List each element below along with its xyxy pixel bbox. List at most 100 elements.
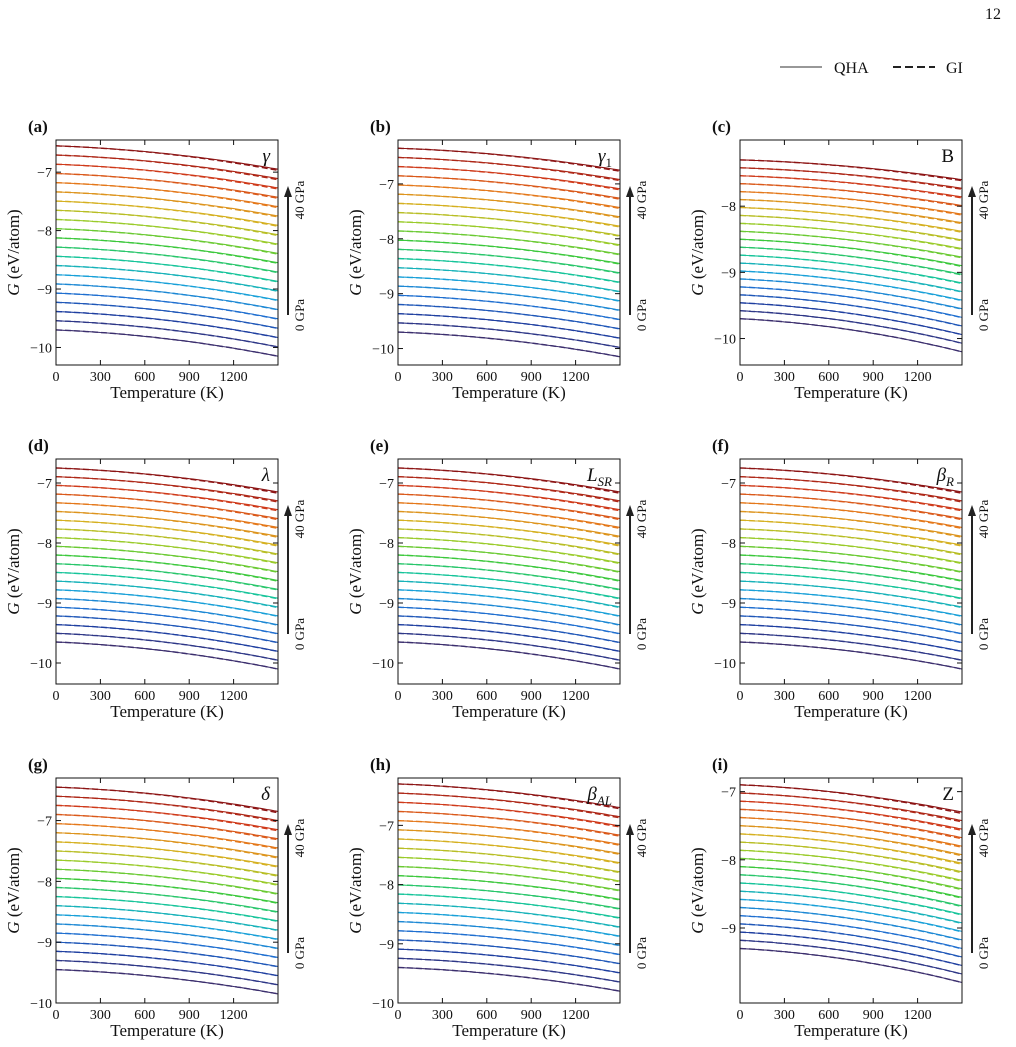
qha-curve: [740, 222, 962, 250]
y-tick-label: −9: [721, 597, 736, 612]
page-number: 12: [985, 6, 1001, 23]
gi-curve: [740, 563, 962, 591]
gi-curve: [398, 597, 620, 626]
gi-curve: [740, 493, 962, 521]
qha-curve: [740, 784, 962, 813]
x-tick-label: 300: [774, 370, 795, 385]
gi-curve: [56, 528, 278, 556]
gi-curve: [56, 641, 278, 670]
x-axis-label: Temperature (K): [794, 1021, 908, 1040]
gi-curve: [398, 920, 620, 947]
y-tick-label: −10: [714, 333, 736, 348]
qha-curve: [56, 941, 278, 968]
qha-curve: [740, 545, 962, 573]
pressure-arrow-head: [626, 186, 634, 197]
qha-curve: [56, 528, 278, 555]
qha-curve: [740, 183, 962, 207]
phase-label: δ: [261, 784, 271, 805]
gi-curve: [398, 285, 620, 312]
axes-frame: [397, 458, 621, 685]
gi-curve: [398, 563, 620, 591]
gi-curve: [56, 832, 278, 859]
gi-curve: [398, 957, 620, 983]
x-tick-label: 600: [134, 1008, 155, 1023]
x-tick-label: 0: [737, 370, 744, 385]
gi-curve: [740, 597, 962, 626]
y-tick-label: −10: [372, 343, 394, 358]
axes-frame: [55, 139, 279, 366]
x-tick-label: 900: [521, 1008, 542, 1023]
legend-dashed-label: GI: [946, 60, 963, 77]
qha-curve: [740, 206, 962, 232]
pressure-low-label: 0 GPa: [634, 618, 649, 650]
gi-curve: [740, 214, 962, 242]
y-axis-label: G (eV/atom): [4, 528, 23, 614]
curve-group: [740, 159, 962, 353]
gi-curve: [740, 238, 962, 268]
y-tick-label: −9: [37, 283, 52, 298]
qha-curve: [740, 632, 962, 661]
gi-curve: [740, 159, 962, 182]
qha-curve: [398, 545, 620, 573]
qha-curve: [740, 580, 962, 608]
qha-curve: [56, 813, 278, 840]
gi-curve: [56, 905, 278, 932]
pressure-high-label: 40 GPa: [292, 180, 307, 219]
gi-curve: [56, 813, 278, 841]
gi-curve: [56, 580, 278, 609]
gi-curve: [56, 209, 278, 237]
y-tick-label: −9: [721, 922, 736, 937]
gi-curve: [56, 218, 278, 246]
qha-curve: [740, 493, 962, 520]
qha-curve: [398, 510, 620, 537]
qha-curve: [398, 957, 620, 983]
y-tick-label: −10: [30, 657, 52, 672]
gi-curve: [740, 286, 962, 319]
x-tick-label: 1200: [562, 1008, 590, 1023]
panel-label: (h): [370, 755, 391, 774]
y-tick-label: −9: [379, 597, 394, 612]
qha-curve: [398, 571, 620, 599]
y-tick-label: −10: [372, 997, 394, 1012]
phase-label: LSR: [586, 465, 612, 489]
gi-curve: [398, 819, 620, 846]
gi-curve: [398, 257, 620, 284]
panel-c: 0 300 600 900 1200 −10 −9 −8 Temperature (K) G (e…: [688, 117, 991, 402]
qha-curve: [398, 632, 620, 661]
gi-curve: [56, 191, 278, 218]
qha-curve: [56, 959, 278, 986]
gi-curve: [398, 147, 620, 172]
panel-e: 0 300 600 900 1200 −10 −9 −8 −7 Temperature (K) G …: [346, 436, 649, 721]
pressure-low-label: 0 GPa: [292, 618, 307, 650]
x-tick-label: 600: [134, 370, 155, 385]
gi-curve: [398, 313, 620, 339]
panel-label: (e): [370, 436, 389, 455]
y-tick-label: −8: [721, 537, 736, 552]
qha-curve: [740, 528, 962, 555]
gi-curve: [740, 519, 962, 547]
gi-curve: [740, 262, 962, 293]
gi-curve: [398, 165, 620, 191]
x-tick-label: 0: [395, 1008, 402, 1023]
y-tick-label: −10: [714, 657, 736, 672]
qha-curve: [56, 264, 278, 292]
gi-curve: [398, 294, 620, 321]
qha-curve: [740, 484, 962, 511]
qha-curve: [740, 510, 962, 537]
qha-curve: [56, 886, 278, 913]
gi-curve: [398, 783, 620, 810]
qha-curve: [398, 493, 620, 520]
pressure-high-label: 40 GPa: [292, 499, 307, 538]
qha-curve: [56, 597, 278, 626]
y-axis-label: G (eV/atom): [346, 528, 365, 614]
curve-group: [398, 147, 620, 358]
x-tick-label: 300: [90, 1008, 111, 1023]
axes-frame: [55, 777, 279, 1004]
y-axis-label: G (eV/atom): [4, 847, 23, 933]
qha-curve: [56, 969, 278, 995]
gi-curve: [398, 884, 620, 910]
phase-label: B: [941, 146, 954, 167]
x-tick-label: 1200: [220, 689, 248, 704]
gi-curve: [56, 228, 278, 255]
gi-curve: [56, 493, 278, 521]
